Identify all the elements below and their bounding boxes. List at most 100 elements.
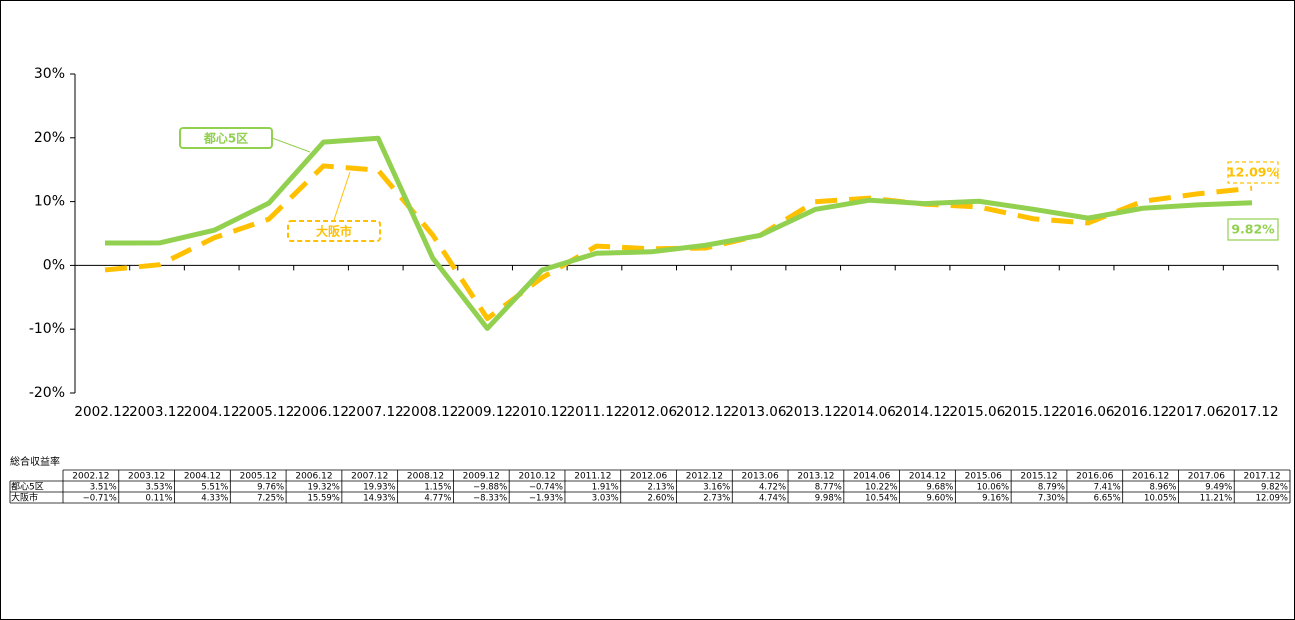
table-header: 2015.06 [965, 472, 1002, 482]
table-header: 2011.12 [574, 472, 611, 482]
table-header: 2006.12 [295, 472, 332, 482]
legend-label: 都心5区 [203, 131, 248, 146]
y-tick-label: 0% [43, 257, 65, 273]
table-cell: 9.49% [1205, 483, 1232, 493]
y-tick-label: 10% [34, 194, 65, 210]
table-cell: 3.16% [703, 483, 730, 493]
table-cell: 4.74% [759, 494, 786, 504]
table-cell: 19.32% [307, 483, 339, 493]
table-header: 2010.12 [518, 472, 555, 482]
table-cell: 12.09% [1256, 494, 1288, 504]
table-header: 2016.12 [1132, 472, 1169, 482]
callout-leader [271, 137, 311, 153]
table-cell: 8.79% [1038, 483, 1065, 493]
x-tick-label: 2016.06 [1059, 404, 1115, 420]
table-header: 2013.06 [742, 472, 779, 482]
table-cell: 3.03% [592, 494, 619, 504]
table-header: 2014.06 [853, 472, 890, 482]
x-tick-label: 2008.12 [403, 404, 459, 420]
value-label-box [1227, 218, 1279, 241]
table-cell: 0.11% [146, 494, 173, 504]
x-tick-label: 2015.12 [1004, 404, 1060, 420]
x-tick-label: 2002.12 [74, 404, 130, 420]
table-header: 2016.06 [1076, 472, 1113, 482]
callout-box [287, 220, 381, 242]
table-header: 2012.12 [686, 472, 723, 482]
table-header: 2013.12 [797, 472, 834, 482]
x-tick-label: 2015.06 [949, 404, 1005, 420]
x-tick-label: 2012.06 [621, 404, 677, 420]
table-row-header: 都心5区 [11, 482, 44, 493]
table-cell: 5.51% [201, 483, 228, 493]
x-tick-label: 2004.12 [184, 404, 240, 420]
x-tick-label: 2010.12 [512, 404, 568, 420]
table-cell: 19.93% [363, 483, 395, 493]
table-cell: 10.54% [865, 494, 897, 504]
table-cell: −0.74% [529, 483, 563, 493]
table-cell: 1.15% [424, 483, 451, 493]
x-tick-label: 2009.12 [457, 404, 513, 420]
table-header: 2007.12 [351, 472, 388, 482]
table-cell: 9.98% [815, 494, 842, 504]
table-header: 2015.12 [1020, 472, 1057, 482]
table-cell: 4.77% [424, 494, 451, 504]
table-cell: 7.30% [1038, 494, 1065, 504]
x-tick-label: 2013.06 [731, 404, 787, 420]
table-cell: 10.22% [865, 483, 897, 493]
table-header: 2002.12 [72, 472, 109, 482]
table-cell: −8.33% [473, 494, 507, 504]
table-header: 2012.06 [630, 472, 667, 482]
table-cell: −1.93% [529, 494, 563, 504]
x-tick-label: 2007.12 [348, 404, 404, 420]
table-cell: 1.91% [592, 483, 619, 493]
table-cell: 9.82% [1261, 483, 1288, 493]
y-tick-label: 30% [34, 66, 65, 82]
table-cell: 15.59% [307, 494, 339, 504]
x-tick-label: 2011.12 [567, 404, 623, 420]
x-tick-label: 2006.12 [293, 404, 349, 420]
series-line [104, 163, 1253, 322]
table-cell: 14.93% [363, 494, 395, 504]
table-cell: 7.25% [257, 494, 284, 504]
table-cell: 2.60% [647, 494, 674, 504]
value-label-box [1227, 161, 1279, 184]
table-header: 2017.06 [1188, 472, 1225, 482]
legend-label: 大阪市 [316, 224, 352, 239]
x-tick-label: 2012.12 [676, 404, 732, 420]
table-cell: 2.73% [703, 494, 730, 504]
table-cell: 4.72% [759, 483, 786, 493]
table-cell: 3.51% [90, 483, 117, 493]
table-cell: 4.33% [201, 494, 228, 504]
table-cell: 9.76% [257, 483, 284, 493]
table-cell: 9.68% [926, 483, 953, 493]
table-header: 2009.12 [463, 472, 500, 482]
y-tick-label: -10% [29, 321, 65, 337]
table-header: 2017.12 [1244, 472, 1281, 482]
x-tick-label: 2014.06 [840, 404, 896, 420]
value-label: 12.09% [1227, 165, 1280, 180]
x-tick-label: 2013.12 [785, 404, 841, 420]
table-cell: 9.16% [982, 494, 1009, 504]
table-header: 2003.12 [128, 472, 165, 482]
table-header: 2004.12 [184, 472, 221, 482]
x-tick-label: 2017.06 [1168, 404, 1224, 420]
table-cell: 8.96% [1149, 483, 1176, 493]
table-cell: 11.21% [1200, 494, 1232, 504]
x-tick-label: 2014.12 [895, 404, 951, 420]
x-tick-label: 2016.12 [1113, 404, 1169, 420]
table-header: 2008.12 [407, 472, 444, 482]
table-row-header: 大阪市 [11, 492, 38, 504]
x-tick-label: 2017.12 [1223, 404, 1279, 420]
table-cell: 9.60% [926, 494, 953, 504]
value-label: 9.82% [1231, 222, 1275, 237]
series-line [104, 135, 1253, 331]
table-cell: 3.53% [146, 483, 173, 493]
callout-leader [333, 171, 351, 221]
y-tick-label: -20% [29, 385, 65, 401]
table-cell: 10.05% [1144, 494, 1176, 504]
table-cell: −9.88% [473, 483, 507, 493]
table-cell: 6.65% [1094, 494, 1121, 504]
table-header: 2014.12 [909, 472, 946, 482]
